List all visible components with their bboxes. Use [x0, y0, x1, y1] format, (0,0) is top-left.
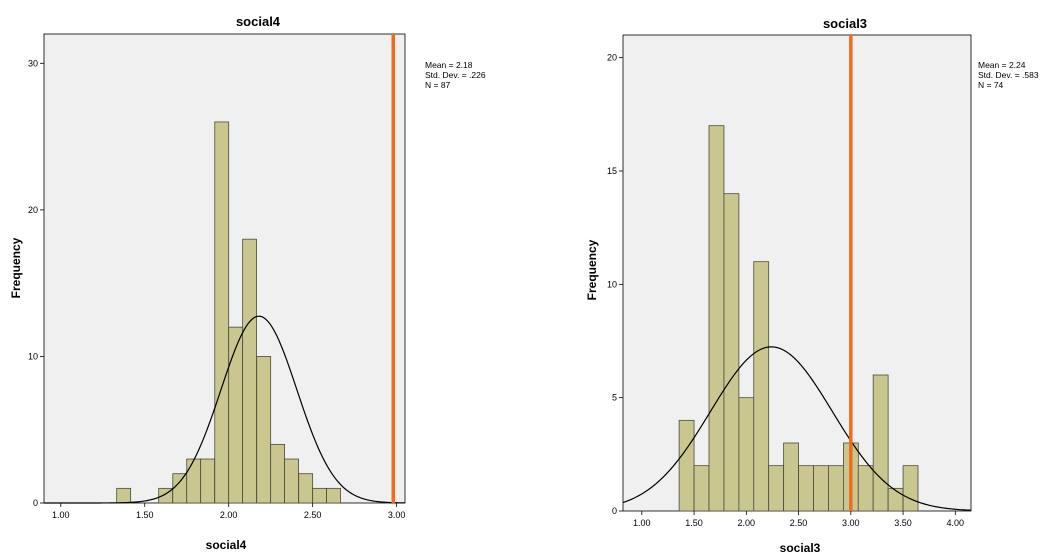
x-tick-label: 2.50	[790, 518, 808, 528]
y-tick-label: 20	[28, 205, 38, 215]
histogram-bar	[228, 326, 244, 504]
y-axis-title: Frequency	[9, 237, 23, 298]
stats-line: Mean = 2.24	[978, 60, 1026, 70]
y-axis-title: Frequency	[585, 239, 599, 300]
x-tick-label: 2.00	[738, 518, 756, 528]
chart-title: social4	[236, 14, 281, 29]
x-tick-label: 1.00	[52, 510, 70, 520]
plot-area	[622, 34, 972, 512]
histogram-bar	[284, 458, 299, 504]
normal-curve	[622, 346, 972, 511]
histogram-bar	[798, 465, 814, 512]
y-tick-label: 20	[607, 53, 617, 63]
x-tick-label: 1.00	[633, 518, 651, 528]
y-tick-label: 0	[612, 506, 617, 516]
y-axis-ticks: 0 10 20 30	[28, 58, 44, 508]
histogram-bar	[678, 419, 695, 512]
y-axis-ticks: 0 5 10 15 20	[607, 53, 623, 516]
chart-social4: social4 Frequency social4 1.00 1.50 2.00 2.…	[9, 14, 486, 552]
x-axis-ticks: 1.00 1.50 2.00 2.50 3.00 3.50 4.00	[633, 511, 964, 528]
y-tick-label: 10	[28, 351, 38, 361]
histogram-bar	[708, 125, 725, 512]
bars	[678, 125, 919, 512]
histogram-bar	[738, 397, 755, 512]
histogram-bar	[242, 238, 257, 504]
histogram-bar	[723, 193, 740, 512]
bars	[116, 121, 341, 504]
histogram-bar	[753, 261, 770, 512]
histogram-bar	[298, 473, 314, 504]
histogram-bar	[768, 465, 785, 512]
chart-title: social3	[823, 16, 867, 31]
x-tick-label: 3.00	[388, 510, 406, 520]
histogram-bar	[828, 465, 844, 512]
stats-line: Mean = 2.18	[425, 60, 473, 70]
y-tick-label: 0	[33, 498, 38, 508]
normal-curve	[44, 315, 406, 504]
x-tick-label: 3.50	[894, 518, 912, 528]
histogram-bar	[312, 487, 327, 504]
x-tick-label: 2.50	[304, 510, 322, 520]
stats-line: Std. Dev. = .583	[978, 70, 1039, 80]
histogram-bar	[116, 487, 132, 504]
histogram-bar	[186, 458, 202, 504]
histogram-bar	[872, 374, 889, 512]
histogram-bar	[887, 487, 904, 512]
x-axis-title: social3	[780, 541, 821, 555]
stats-line: N = 74	[978, 80, 1004, 90]
histogram-bar	[200, 458, 216, 504]
x-axis-ticks: 1.00 1.50 2.00 2.50 3.00	[52, 503, 405, 520]
histogram-bar	[902, 465, 919, 512]
y-tick-label: 15	[607, 166, 617, 176]
histogram-bar	[214, 121, 230, 504]
x-tick-label: 4.00	[947, 518, 965, 528]
histogram-bar	[270, 443, 286, 504]
histogram-bar	[857, 465, 874, 512]
x-tick-label: 3.00	[842, 518, 860, 528]
histogram-bar	[256, 356, 272, 504]
histogram-bar	[783, 442, 799, 512]
x-tick-label: 2.00	[220, 510, 238, 520]
histogram-bar	[813, 465, 829, 512]
y-tick-label: 10	[607, 279, 617, 289]
x-tick-label: 1.50	[136, 510, 154, 520]
x-tick-label: 1.50	[685, 518, 703, 528]
stats-line: N = 87	[425, 80, 451, 90]
histogram-bar	[693, 465, 710, 512]
y-tick-label: 5	[612, 393, 617, 403]
histogram-bar	[326, 487, 341, 504]
x-axis-title: social4	[206, 538, 247, 552]
stats-line: Std. Dev. = .226	[425, 70, 486, 80]
chart-social3: social3 Frequency social3 1.00 1.50 2.00 2.…	[585, 16, 1039, 555]
y-tick-label: 30	[28, 58, 38, 68]
histogram-bar	[172, 473, 188, 504]
